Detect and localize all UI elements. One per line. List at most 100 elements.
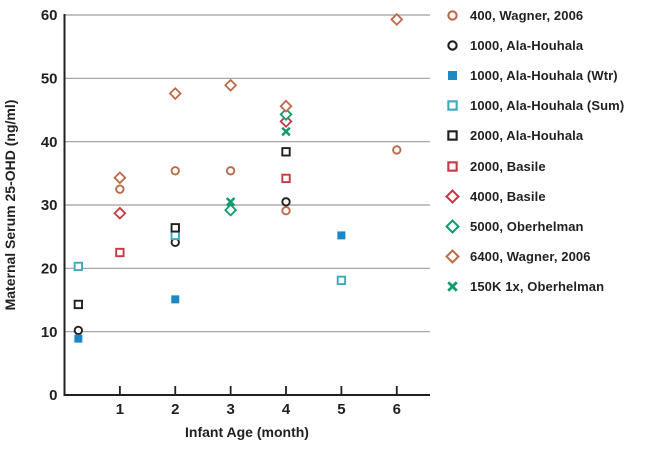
data-point-marker (447, 160, 458, 172)
data-point-marker (337, 231, 346, 240)
data-point-marker (447, 9, 458, 21)
data-point-marker (73, 299, 83, 310)
legend-marker-icon (447, 130, 458, 142)
legend-item: 400, Wagner, 2006 (444, 0, 583, 30)
data-point-marker (171, 295, 180, 304)
legend-item: 1000, Ala-Houhala (444, 30, 583, 60)
legend-marker-icon (447, 281, 458, 293)
data-point-marker (447, 130, 458, 142)
legend-marker-icon (445, 219, 460, 234)
data-point-marker (225, 166, 236, 176)
data-point-marker (279, 114, 293, 128)
data-point-marker (113, 171, 127, 185)
x-tick-label: 4 (282, 401, 291, 418)
legend-marker-icon (447, 160, 458, 172)
data-point-marker (115, 184, 125, 194)
data-point-marker (392, 145, 402, 155)
legend: 400, Wagner, 2006 1000, Ala-Houhala 1000, … (444, 0, 656, 450)
legend-item-label: 2000, Ala-Houhala (470, 128, 584, 144)
legend-item: 2000, Basile (444, 151, 546, 181)
series-circle-open (73, 197, 291, 336)
legend-marker-icon (445, 249, 460, 264)
data-points-layer (73, 12, 404, 343)
x-tick-label: 3 (226, 401, 234, 418)
y-tick-label: 10 (41, 324, 58, 341)
series-circle-open (115, 145, 402, 216)
data-point-marker (281, 147, 291, 157)
legend-item: 4000, Basile (444, 181, 546, 211)
legend-marker-icon (447, 39, 458, 51)
data-point-marker (170, 230, 180, 241)
series-square-open (73, 147, 291, 310)
data-point-marker (279, 99, 293, 113)
data-point-marker (390, 12, 404, 27)
x-tick-label: 1 (116, 401, 124, 418)
legend-item-label: 1000, Ala-Houhala (470, 37, 584, 53)
data-point-marker (113, 206, 127, 220)
x-tick-label: 5 (337, 401, 345, 418)
legend-marker-icon (447, 100, 458, 111)
data-point-marker (445, 249, 460, 264)
series-square-open (115, 173, 291, 258)
legend-marker-icon (448, 70, 457, 80)
legend-item: 5000, Oberhelman (444, 211, 584, 241)
y-tick-label: 50 (41, 71, 58, 88)
y-tick-label: 40 (41, 134, 58, 151)
y-tick-label: 0 (49, 387, 57, 404)
data-point-marker (281, 206, 291, 216)
legend-item: 1000, Ala-Houhala (Sum) (444, 91, 624, 121)
series-diamond-open (113, 114, 293, 220)
data-point-marker (281, 126, 291, 137)
data-point-marker (281, 197, 291, 207)
data-point-marker (447, 39, 458, 51)
y-tick-label: 60 (41, 7, 58, 24)
data-point-marker (279, 107, 293, 122)
data-point-marker (225, 197, 236, 207)
data-point-marker (445, 188, 460, 204)
data-point-marker (73, 325, 83, 336)
y-tick-label: 20 (41, 261, 58, 278)
legend-item-label: 1000, Ala-Houhala (Wtr) (470, 67, 618, 83)
legend-item: 150K 1x, Oberhelman (444, 272, 604, 302)
data-point-marker (170, 223, 180, 233)
series-diamond-open (113, 12, 404, 185)
x-tick-label: 2 (171, 401, 179, 418)
data-point-marker (74, 334, 83, 343)
legend-item: 6400, Wagner, 2006 (444, 242, 591, 272)
series-square-filled (74, 231, 346, 343)
series-square-open (73, 230, 347, 286)
legend-item-label: 150K 1x, Oberhelman (470, 279, 605, 295)
legend-item-label: 5000, Oberhelman (470, 218, 584, 234)
legend-item-label: 2000, Basile (470, 158, 546, 174)
series-x (225, 126, 291, 207)
data-point-marker (445, 219, 460, 234)
legend-item: 2000, Ala-Houhala (444, 121, 583, 151)
data-point-marker (447, 100, 458, 111)
gridlines-layer (64, 14, 430, 333)
x-tick-label: 6 (393, 401, 401, 418)
data-point-marker (73, 261, 83, 272)
y-axis-label: Maternal Serum 25-OHD (ng/ml) (2, 100, 18, 311)
legend-item-label: 400, Wagner, 2006 (470, 7, 584, 23)
data-point-marker (224, 78, 238, 92)
legend-marker-icon (445, 188, 460, 204)
legend-marker-icon (447, 9, 458, 21)
data-point-marker (170, 166, 180, 176)
legend-item-label: 1000, Ala-Houhala (Sum) (470, 98, 625, 114)
legend-item-label: 6400, Wagner, 2006 (470, 249, 591, 265)
data-point-marker (115, 247, 125, 258)
data-point-marker (447, 281, 458, 293)
data-point-marker (224, 203, 238, 217)
data-point-marker (168, 86, 182, 101)
data-point-marker (336, 275, 347, 286)
data-point-marker (281, 173, 291, 184)
y-tick-label: 30 (41, 197, 58, 214)
series-diamond-open (224, 107, 293, 217)
legend-item: 1000, Ala-Houhala (Wtr) (444, 60, 618, 90)
legend-item-label: 4000, Basile (470, 188, 546, 204)
x-axis-label: Infant Age (month) (185, 424, 309, 440)
data-point-marker (448, 70, 457, 80)
